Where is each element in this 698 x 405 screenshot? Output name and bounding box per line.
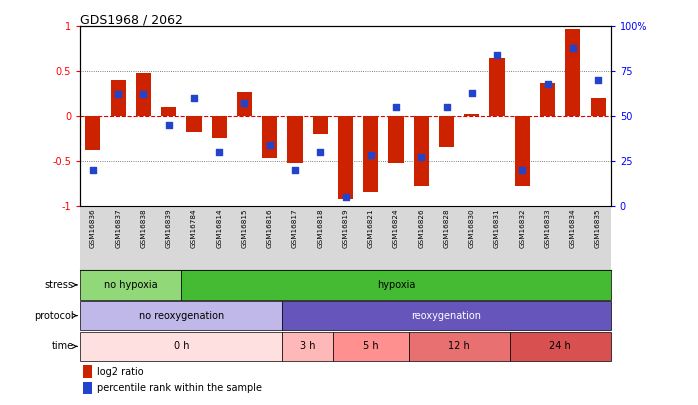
Point [466,90,477,96]
Text: GSM16826: GSM16826 [418,209,424,248]
Bar [408,332,510,361]
Bar [85,116,101,150]
Bar [283,301,611,330]
Point [214,149,225,155]
Text: hypoxia: hypoxia [377,280,415,290]
Bar [136,73,151,116]
Text: GSM16837: GSM16837 [115,209,121,248]
Point [491,52,503,58]
Text: GSM16834: GSM16834 [570,209,576,248]
Text: GSM16835: GSM16835 [595,209,601,248]
Text: GSM16839: GSM16839 [165,209,172,248]
Point [264,141,275,148]
Text: GSM16830: GSM16830 [469,209,475,248]
Bar [186,116,202,132]
Text: time: time [52,341,74,352]
Point [87,166,98,173]
Text: stress: stress [45,280,74,290]
Bar [80,332,283,361]
Bar [110,80,126,116]
Text: no hypoxia: no hypoxia [104,280,158,290]
Point [315,149,326,155]
Text: 0 h: 0 h [174,341,189,352]
Text: GSM16814: GSM16814 [216,209,222,248]
Point [290,166,301,173]
Text: GSM16815: GSM16815 [242,209,248,248]
Bar [565,29,581,116]
Point [188,95,200,101]
Text: reoxygenation: reoxygenation [412,311,482,321]
Point [416,154,427,160]
Text: GSM16818: GSM16818 [318,209,323,248]
Bar [414,116,429,186]
Bar [338,116,353,199]
Bar [489,58,505,116]
Text: GSM16784: GSM16784 [191,209,197,248]
Bar [591,98,606,116]
Text: protocol: protocol [34,311,74,321]
Text: GSM16817: GSM16817 [292,209,298,248]
Text: GSM16838: GSM16838 [140,209,147,248]
Bar [161,107,177,116]
Bar [510,332,611,361]
Text: no reoxygenation: no reoxygenation [139,311,224,321]
Point [542,81,554,87]
Text: GSM16832: GSM16832 [519,209,526,248]
Text: 5 h: 5 h [363,341,378,352]
Bar [283,332,333,361]
Text: GSM16833: GSM16833 [544,209,551,248]
Bar [80,270,181,300]
Point [365,152,376,159]
Bar [439,116,454,147]
Bar [333,332,408,361]
Bar [262,116,277,158]
Bar [363,116,378,192]
Bar [83,382,92,394]
Point [517,166,528,173]
Bar [288,116,302,162]
Text: GSM16821: GSM16821 [368,209,373,248]
Text: 24 h: 24 h [549,341,571,352]
Point [239,100,250,107]
Text: GSM16816: GSM16816 [267,209,273,248]
Text: percentile rank within the sample: percentile rank within the sample [97,383,262,393]
Point [112,91,124,98]
Text: GSM16836: GSM16836 [90,209,96,248]
Text: GSM16819: GSM16819 [343,209,348,248]
Bar [80,301,283,330]
Point [340,193,351,200]
Bar [237,92,252,116]
Point [138,91,149,98]
Bar [514,116,530,186]
Bar [464,114,480,116]
Text: GDS1968 / 2062: GDS1968 / 2062 [80,13,183,26]
Bar [211,116,227,139]
Point [593,77,604,83]
Text: 12 h: 12 h [448,341,470,352]
Bar [540,83,555,116]
Point [567,45,579,51]
Point [163,122,174,128]
Text: log2 ratio: log2 ratio [97,367,144,377]
Bar [83,365,92,377]
Point [390,104,401,110]
Bar [389,116,403,164]
Point [441,104,452,110]
Text: GSM16831: GSM16831 [494,209,500,248]
Text: GSM16828: GSM16828 [443,209,450,248]
Bar [313,116,328,134]
Bar [181,270,611,300]
Text: 3 h: 3 h [300,341,315,352]
Text: GSM16824: GSM16824 [393,209,399,248]
